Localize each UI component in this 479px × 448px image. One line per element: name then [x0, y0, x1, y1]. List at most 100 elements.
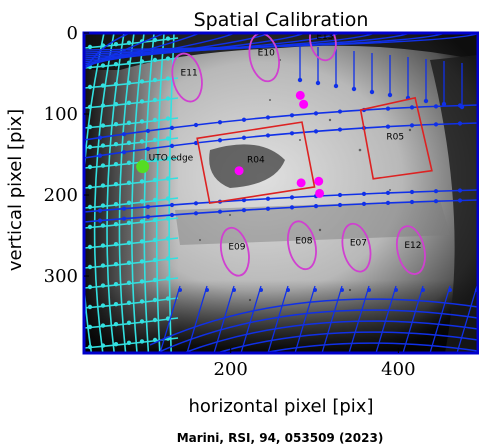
blue-grid-node [286, 288, 290, 292]
blue-grid-node [193, 140, 199, 146]
cyan-grid-node [126, 200, 132, 205]
cyan-grid-node [139, 319, 145, 324]
cyan-grid-node [100, 143, 106, 148]
cyan-grid-node [152, 97, 158, 103]
cyan-grid-node [126, 100, 132, 106]
blue-grid-line [84, 33, 376, 57]
cyan-calibration-grid [84, 33, 179, 353]
cyan-grid-node [152, 297, 158, 303]
cyan-grid-node [152, 257, 158, 263]
blue-grid-node [232, 288, 236, 292]
annotation-label: UTO edge [149, 154, 194, 164]
blue-grid-line [348, 285, 370, 353]
chart-title: Spatial Calibration [194, 9, 369, 31]
blue-grid-node [297, 77, 303, 83]
region-label: E09 [228, 243, 245, 253]
blue-grid-node [265, 133, 271, 138]
cyan-grid-node [165, 156, 171, 161]
region-ellipse-e13 [309, 33, 337, 62]
blue-grid-node [394, 288, 398, 292]
cyan-grid-node [113, 142, 119, 147]
cyan-grid-node [113, 202, 119, 207]
blue-grid-node [433, 199, 439, 204]
cyan-grid-node [113, 122, 119, 127]
x-tick-label: 400 [381, 359, 415, 380]
blue-grid-node [193, 211, 199, 216]
blue-grid-line [84, 33, 341, 59]
cyan-grid-node [126, 180, 132, 185]
cyan-grid-node [126, 220, 132, 225]
cyan-grid-line [118, 33, 135, 353]
blue-grid-node [193, 122, 199, 128]
cyan-grid-node [87, 184, 93, 190]
cyan-grid-node [126, 280, 132, 285]
blue-grid-line [375, 285, 397, 353]
blue-grid-line [402, 285, 424, 353]
cyan-grid-node [152, 37, 158, 43]
blue-grid-node [121, 132, 127, 137]
blue-grid-node [313, 204, 319, 209]
region-ellipse-e09 [219, 226, 250, 277]
cyan-grid-node [165, 116, 171, 121]
blue-grid-line [214, 331, 478, 353]
blue-grid-node [409, 189, 415, 195]
cyan-grid-node [113, 322, 119, 327]
blue-grid-node [169, 143, 175, 148]
cyan-grid-node [100, 283, 106, 288]
x-axis-label: horizontal pixel [pix] [189, 396, 374, 417]
cyan-grid-node [152, 197, 158, 203]
cyan-grid-node [152, 337, 158, 343]
blue-grid-band [84, 122, 478, 159]
cyan-grid-node [139, 279, 145, 284]
cyan-grid-node [113, 242, 119, 247]
blue-grid-node [409, 199, 415, 205]
cyan-grid-line [93, 33, 115, 353]
blue-grid-band [84, 189, 478, 213]
cyan-grid-node [100, 183, 106, 188]
blue-grid-node [337, 202, 343, 208]
blue-grid-node [217, 138, 223, 143]
region-overlays: E11 E10 E13 R04 R05 E09 E08 E07 E12 [171, 33, 433, 277]
cyan-grid-node [165, 276, 171, 281]
region-label: R05 [386, 132, 404, 142]
cyan-grid-node [139, 59, 145, 64]
cyan-grid-node [100, 223, 106, 228]
cyan-grid-node [126, 260, 132, 265]
blue-grid-node [369, 89, 375, 95]
blue-grid-node [217, 120, 223, 125]
region-label: E07 [350, 239, 367, 249]
cyan-grid-node [165, 196, 171, 201]
blue-grid-node [241, 135, 247, 140]
blue-grid-line [321, 285, 343, 353]
magenta-marker [299, 99, 309, 109]
blue-grid-node [313, 288, 317, 292]
cyan-grid-node [113, 222, 119, 227]
cyan-grid-node [165, 296, 171, 301]
cyan-grid-node [139, 239, 145, 244]
blue-grid-node [259, 288, 263, 292]
cyan-grid-node [165, 216, 171, 221]
cyan-grid-node [113, 42, 119, 47]
blue-grid-line [294, 285, 316, 353]
blue-grid-node [241, 208, 247, 213]
blue-grid-node [448, 288, 452, 292]
cyan-grid-node [113, 82, 119, 87]
cyan-grid-node [100, 343, 106, 348]
cyan-grid-node [139, 219, 145, 224]
cyan-grid-node [139, 299, 145, 304]
blue-grid-line [213, 285, 235, 353]
blue-grid-node [121, 216, 127, 221]
blue-grid-node [289, 205, 295, 210]
cyan-grid-node [126, 340, 132, 345]
blue-grid-node [367, 288, 371, 292]
cyan-grid-node [100, 203, 106, 208]
cyan-grid-node [152, 277, 158, 283]
blue-grid-line [84, 33, 478, 51]
blue-grid-line [186, 285, 208, 353]
region-label: E08 [295, 236, 312, 246]
region-rect-r04 [196, 121, 316, 205]
blue-grid-node [337, 109, 343, 114]
blue-grid-node [169, 212, 175, 218]
green-marker [136, 160, 150, 174]
cyan-grid-node [87, 324, 93, 330]
